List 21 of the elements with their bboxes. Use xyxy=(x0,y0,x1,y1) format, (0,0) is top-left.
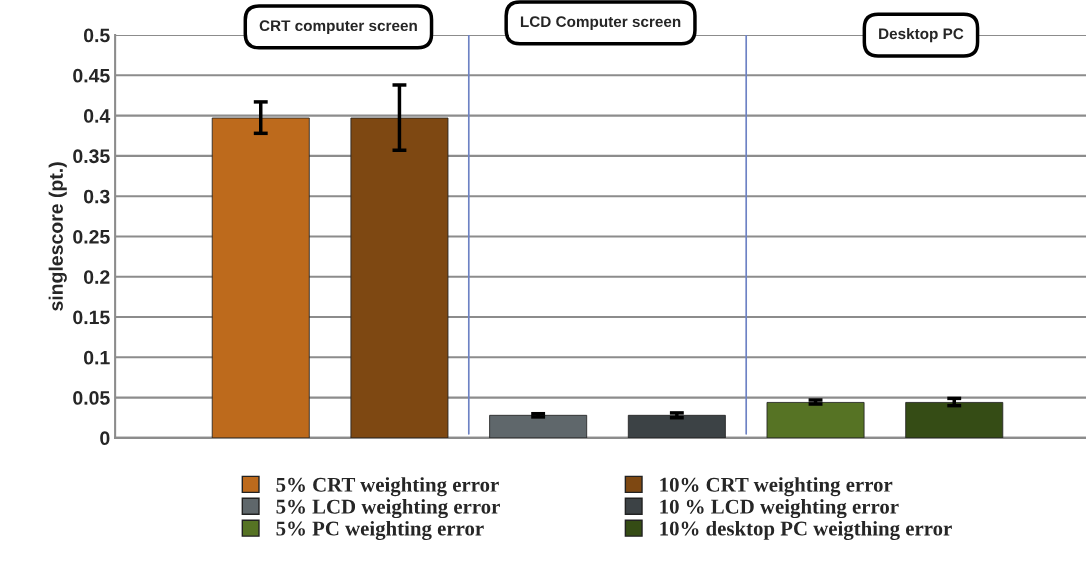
legend-label: 10% CRT weighting error xyxy=(660,477,893,497)
y-tick-label: 0.15 xyxy=(73,310,110,325)
y-tick-label: 0.5 xyxy=(84,28,110,43)
legend-label: 5% LCD weighting error xyxy=(276,499,500,519)
legend-label: 5% CRT weighting error xyxy=(276,477,499,497)
y-tick-label: 0.35 xyxy=(73,149,110,164)
y-tick-label: 0.1 xyxy=(84,350,110,365)
text: CRT computer screen xyxy=(259,20,417,35)
legend-label: 10 % LCD weighting error xyxy=(660,499,899,519)
y-tick-label: 0.3 xyxy=(84,189,110,204)
y-tick-label: 0.05 xyxy=(73,391,110,405)
text: LCD Computer screen xyxy=(520,16,681,31)
y-tick-label: 0.4 xyxy=(84,109,111,123)
y-tick-label: 0.45 xyxy=(73,68,110,83)
y-tick-label: 0.2 xyxy=(84,270,110,284)
y-tick-label: 0.25 xyxy=(73,229,110,244)
y-tick-label: 0 xyxy=(100,431,110,446)
annotation: Desktop PC xyxy=(879,27,964,43)
y-axis-title: singlescore (pt.) xyxy=(48,162,67,311)
legend-label: 10% desktop PC weigthing error xyxy=(660,520,952,540)
legend-label: 5% PC weighting error xyxy=(276,520,484,540)
